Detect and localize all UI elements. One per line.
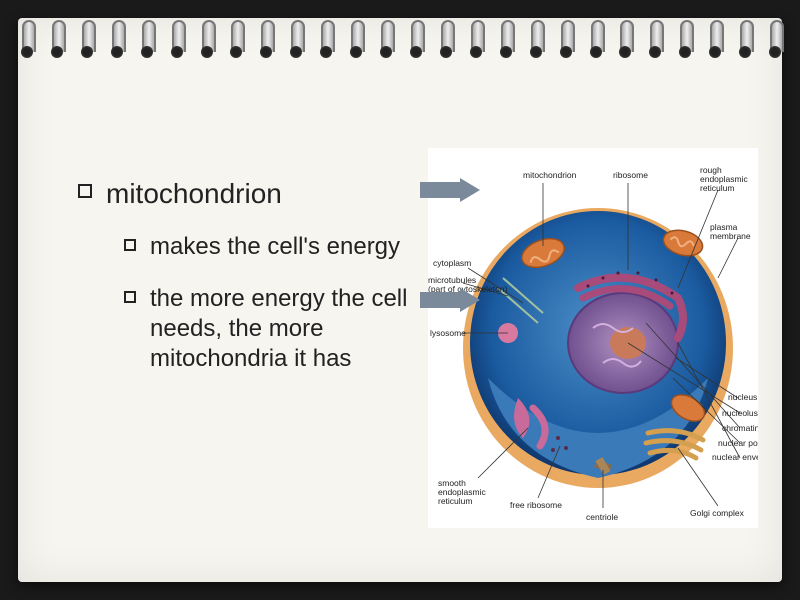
bullet-icon [124, 290, 136, 308]
bullet-item: makes the cell's energy [124, 232, 418, 262]
pointer-arrow [420, 288, 480, 312]
label-ribosome: ribosome [613, 170, 648, 180]
binding-ring [527, 20, 543, 60]
binding-ring [168, 20, 184, 60]
label-centriole: centriole [586, 512, 618, 522]
binding-ring [437, 20, 453, 60]
label-lysosome: lysosome [430, 328, 466, 338]
slide-content: mitochondrion makes the cell's energy th… [18, 78, 782, 582]
slide-title: mitochondrion [106, 178, 282, 210]
bullet-icon [124, 238, 136, 256]
bullet-icon [78, 184, 92, 203]
bullet-item: the more energy the cell needs, the more… [124, 284, 418, 374]
spiral-binding [18, 20, 782, 64]
binding-ring [108, 20, 124, 60]
sub-bullet-list: makes the cell's energy the more energy … [78, 232, 418, 374]
binding-ring [676, 20, 692, 60]
binding-ring [467, 20, 483, 60]
label-golgi: Golgi complex [690, 508, 745, 518]
binding-ring [557, 20, 573, 60]
label-chromatin: chromatin [722, 423, 758, 433]
label-nuclear-pore: nuclear pore [718, 438, 758, 448]
label-nuclear-envelope: nuclear envelope [712, 452, 758, 462]
binding-ring [587, 20, 603, 60]
binding-ring [317, 20, 333, 60]
binding-ring [257, 20, 273, 60]
binding-ring [18, 20, 34, 60]
label-mitochondrion: mitochondrion [523, 170, 577, 180]
cell-diagram: mitochondrion ribosome rough endoplasmic… [428, 148, 758, 528]
notebook-page: mitochondrion makes the cell's energy th… [18, 18, 782, 582]
bullet-text: the more energy the cell needs, the more… [150, 284, 418, 374]
binding-ring [198, 20, 214, 60]
label-free-ribosome: free ribosome [510, 500, 562, 510]
binding-ring [407, 20, 423, 60]
binding-ring [138, 20, 154, 60]
binding-ring [736, 20, 752, 60]
binding-ring [227, 20, 243, 60]
binding-ring [706, 20, 722, 60]
label-nucleus: nucleus [728, 392, 757, 402]
binding-ring [347, 20, 363, 60]
binding-ring [287, 20, 303, 60]
binding-ring [78, 20, 94, 60]
binding-ring [48, 20, 64, 60]
binding-ring [646, 20, 662, 60]
bullet-text: makes the cell's energy [150, 232, 400, 262]
binding-ring [377, 20, 393, 60]
title-row: mitochondrion [78, 178, 418, 210]
binding-ring [766, 20, 782, 60]
label-cytoplasm: cytoplasm [433, 258, 471, 268]
pointer-arrow [420, 178, 480, 202]
binding-ring [497, 20, 513, 60]
label-nucleolus: nucleolus [722, 408, 758, 418]
diagram-column: mitochondrion ribosome rough endoplasmic… [428, 118, 758, 562]
binding-ring [616, 20, 632, 60]
text-column: mitochondrion makes the cell's energy th… [78, 118, 418, 562]
